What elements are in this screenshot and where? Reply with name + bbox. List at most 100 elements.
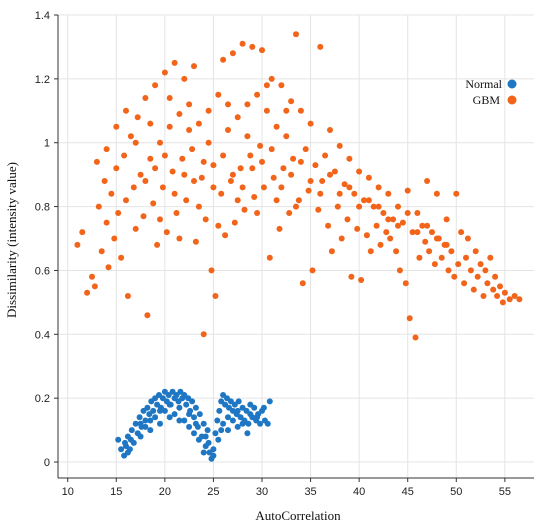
normal-point: [181, 417, 188, 424]
gbm-point: [348, 273, 355, 280]
gbm-point: [200, 331, 207, 338]
gbm-point: [395, 222, 401, 229]
normal-point: [200, 449, 207, 456]
gbm-point: [239, 40, 246, 47]
gbm-point: [336, 190, 343, 197]
gbm-point: [144, 312, 151, 319]
normal-point: [176, 404, 183, 411]
gbm-point: [234, 197, 241, 204]
gbm-point: [176, 235, 183, 242]
normal-point: [152, 414, 159, 421]
normal-point: [186, 423, 193, 430]
gbm-point: [124, 293, 131, 299]
gbm-point: [383, 229, 390, 236]
gbm-point: [273, 123, 280, 130]
normal-point: [247, 411, 254, 418]
gbm-point: [416, 254, 423, 261]
normal-point: [214, 417, 221, 424]
gbm-point: [511, 293, 518, 299]
gbm-point: [319, 178, 326, 184]
gbm-point: [501, 289, 508, 296]
gbm-point: [195, 203, 202, 210]
normal-point: [171, 411, 178, 418]
gbm-point: [176, 111, 183, 117]
gbm-point: [121, 152, 128, 159]
y-tick-label: 0.2: [35, 393, 50, 405]
gbm-point: [234, 114, 241, 121]
gbm-point: [152, 82, 159, 89]
legend-label-gbm: GBM: [473, 93, 501, 107]
gbm-point: [134, 114, 141, 121]
normal-point: [142, 423, 149, 430]
gbm-point: [406, 315, 413, 322]
gbm-point: [356, 203, 363, 210]
normal-point: [205, 439, 212, 446]
gbm-point: [315, 206, 322, 213]
gbm-point: [183, 197, 190, 204]
gbm-point: [270, 174, 277, 181]
gbm-point: [463, 254, 469, 261]
gbm-point: [276, 225, 283, 232]
normal-point: [127, 436, 134, 443]
gbm-point: [497, 283, 503, 290]
gbm-point: [490, 286, 497, 293]
gbm-point: [239, 184, 246, 191]
gbm-point: [317, 190, 324, 197]
gbm-point: [186, 101, 193, 108]
normal-point: [128, 427, 135, 434]
normal-point: [234, 407, 241, 414]
gbm-point: [448, 248, 455, 255]
gbm-point: [367, 248, 374, 255]
gbm-point: [202, 216, 209, 223]
gbm-point: [260, 184, 267, 191]
gbm-point: [302, 146, 309, 153]
gbm-point: [412, 334, 419, 341]
gbm-point: [280, 165, 287, 172]
gbm-point: [191, 63, 197, 70]
gbm-point: [200, 158, 207, 165]
gbm-point: [259, 47, 265, 54]
normal-point: [225, 414, 231, 421]
normal-point: [132, 420, 139, 427]
gbm-point: [325, 222, 332, 229]
gbm-point: [132, 225, 139, 232]
gbm-point: [225, 101, 231, 108]
gbm-point: [229, 171, 236, 178]
normal-point: [218, 427, 225, 434]
gbm-point: [241, 206, 248, 213]
gbm-point: [461, 280, 468, 287]
legend-marker-normal: [507, 79, 517, 89]
gbm-point: [103, 146, 110, 153]
gbm-point: [208, 267, 215, 274]
gbm-point: [137, 171, 144, 178]
gbm-point: [365, 174, 372, 181]
gbm-point: [312, 162, 319, 169]
gbm-point: [516, 296, 523, 303]
normal-point: [124, 449, 131, 456]
gbm-point: [380, 210, 387, 216]
gbm-point: [111, 235, 118, 242]
gbm-point: [419, 222, 426, 229]
gbm-point: [278, 184, 285, 191]
x-axis-title: AutoCorrelation: [255, 508, 341, 523]
gbm-point: [195, 120, 202, 127]
x-tick-label: 50: [450, 486, 462, 498]
gbm-point: [159, 184, 166, 191]
gbm-point: [278, 82, 285, 89]
gbm-point: [393, 248, 400, 255]
normal-point: [260, 404, 267, 411]
gbm-point: [283, 133, 290, 140]
gbm-point: [237, 165, 244, 172]
gbm-point: [370, 203, 377, 210]
normal-point: [166, 401, 173, 408]
y-tick-label: 1.4: [35, 10, 50, 22]
normal-point: [122, 439, 128, 446]
x-tick-label: 15: [110, 486, 122, 498]
gbm-point: [390, 216, 397, 223]
gbm-point: [322, 152, 329, 159]
gbm-point: [198, 174, 205, 181]
gbm-point: [487, 254, 494, 261]
gbm-point: [404, 210, 411, 216]
y-tick-label: 0.6: [35, 265, 50, 277]
